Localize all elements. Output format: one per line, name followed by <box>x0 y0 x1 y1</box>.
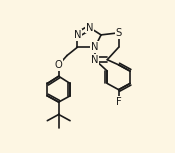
Text: N: N <box>91 42 99 52</box>
Text: O: O <box>55 60 62 70</box>
Text: N: N <box>74 30 81 40</box>
Text: N: N <box>91 55 99 65</box>
Text: N: N <box>86 23 93 33</box>
Text: F: F <box>116 97 121 107</box>
Text: S: S <box>116 28 122 38</box>
